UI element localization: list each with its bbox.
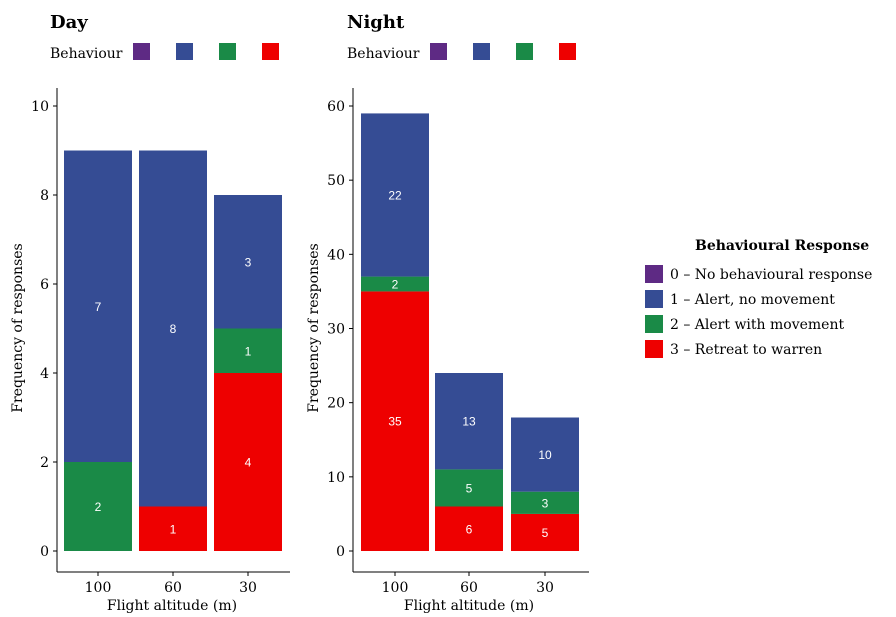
day-y-axis-title: Frequency of responses (10, 243, 26, 412)
legend-label-1: 1 – Alert, no movement (670, 292, 835, 308)
night-y-tick-label: 50 (327, 173, 345, 189)
day-bar-segment (214, 195, 282, 329)
night-x-tick-label: 100 (382, 580, 409, 596)
day-bar-value-label: 2 (95, 500, 102, 514)
legend-title: Behavioural Response (695, 238, 869, 254)
night-bar-segment (435, 506, 503, 551)
night-bar-value-label: 13 (462, 415, 476, 429)
night-bar-segment (435, 373, 503, 470)
day-bar-value-label: 4 (245, 456, 252, 470)
behaviour-key-swatch-2 (516, 43, 533, 60)
night-bar-segment (361, 291, 429, 551)
day-y-tick-label: 10 (31, 99, 49, 115)
night-x-tick-label: 60 (460, 580, 478, 596)
night-panel-title: Night (347, 12, 405, 33)
day-bar-value-label: 3 (245, 255, 252, 269)
night-bar-value-label: 22 (388, 189, 402, 203)
day-bar-value-label: 1 (245, 344, 252, 358)
legend-swatch-3 (645, 340, 663, 358)
behaviour-key-swatch-0 (133, 43, 150, 60)
night-bar-segment (361, 113, 429, 277)
day-panel-title: Day (50, 12, 88, 33)
day-bar-segment (64, 462, 132, 551)
legend: 0 – No behavioural response 1 – Alert, no… (645, 265, 872, 358)
night-bar-value-label: 10 (538, 448, 552, 462)
night-bar-value-label: 2 (392, 278, 399, 292)
day-bar-segment (214, 373, 282, 551)
night-behaviour-key (430, 43, 576, 60)
day-x-tick-label: 100 (85, 580, 112, 596)
night-bar-segment (511, 417, 579, 492)
behaviour-key-swatch-3 (559, 43, 576, 60)
day-bar-value-label: 8 (170, 322, 177, 336)
day-behaviour-key-label: Behaviour (50, 46, 123, 62)
night-y-tick-label: 0 (336, 544, 345, 560)
night-bar-segment (511, 513, 579, 551)
night-x-tick-label: 30 (536, 580, 554, 596)
day-behaviour-key (133, 43, 279, 60)
night-bar-segment (361, 276, 429, 292)
behaviour-key-swatch-2 (219, 43, 236, 60)
legend-swatch-1 (645, 290, 663, 308)
day-y-tick-label: 0 (40, 544, 49, 560)
day-y-tick-label: 8 (40, 188, 49, 204)
behaviour-key-swatch-0 (430, 43, 447, 60)
day-bar-value-label: 1 (170, 522, 177, 536)
legend-label-3: 3 – Retreat to warren (670, 342, 822, 358)
night-bar-value-label: 6 (466, 522, 473, 536)
legend-label-0: 0 – No behavioural response (670, 267, 872, 283)
day-y-tick-label: 2 (40, 455, 49, 471)
legend-swatch-2 (645, 315, 663, 333)
night-bar-segment (435, 469, 503, 507)
day-bar-segment (139, 150, 207, 507)
day-chart: 0 2 4 6 8 10 2 7 100 1 8 60 4 1 3 30 (31, 88, 290, 596)
night-bar-value-label: 5 (542, 526, 549, 540)
day-x-tick-label: 60 (164, 580, 182, 596)
day-bar-segment (139, 506, 207, 551)
night-x-axis-title: Flight altitude (m) (404, 598, 534, 614)
day-x-axis-title: Flight altitude (m) (107, 598, 237, 614)
night-behaviour-key-label: Behaviour (347, 46, 420, 62)
night-bar-value-label: 5 (466, 481, 473, 495)
day-x-tick-label: 30 (239, 580, 257, 596)
night-y-tick-label: 20 (327, 396, 345, 412)
night-y-tick-label: 40 (327, 247, 345, 263)
behaviour-key-swatch-1 (473, 43, 490, 60)
day-y-tick-label: 4 (40, 366, 49, 382)
behaviour-key-swatch-3 (262, 43, 279, 60)
night-y-tick-label: 30 (327, 322, 345, 338)
night-bar-value-label: 35 (388, 415, 402, 429)
night-bar-value-label: 3 (542, 496, 549, 510)
night-y-tick-label: 60 (327, 99, 345, 115)
night-y-axis-title: Frequency of responses (306, 243, 322, 412)
legend-label-2: 2 – Alert with movement (670, 317, 844, 333)
day-y-tick-label: 6 (40, 277, 49, 293)
night-y-tick-label: 10 (327, 470, 345, 486)
day-bar-segment (214, 328, 282, 373)
night-bar-segment (511, 491, 579, 514)
day-bar-value-label: 7 (95, 300, 102, 314)
legend-swatch-0 (645, 265, 663, 283)
day-bar-segment (64, 150, 132, 462)
behaviour-key-swatch-1 (176, 43, 193, 60)
